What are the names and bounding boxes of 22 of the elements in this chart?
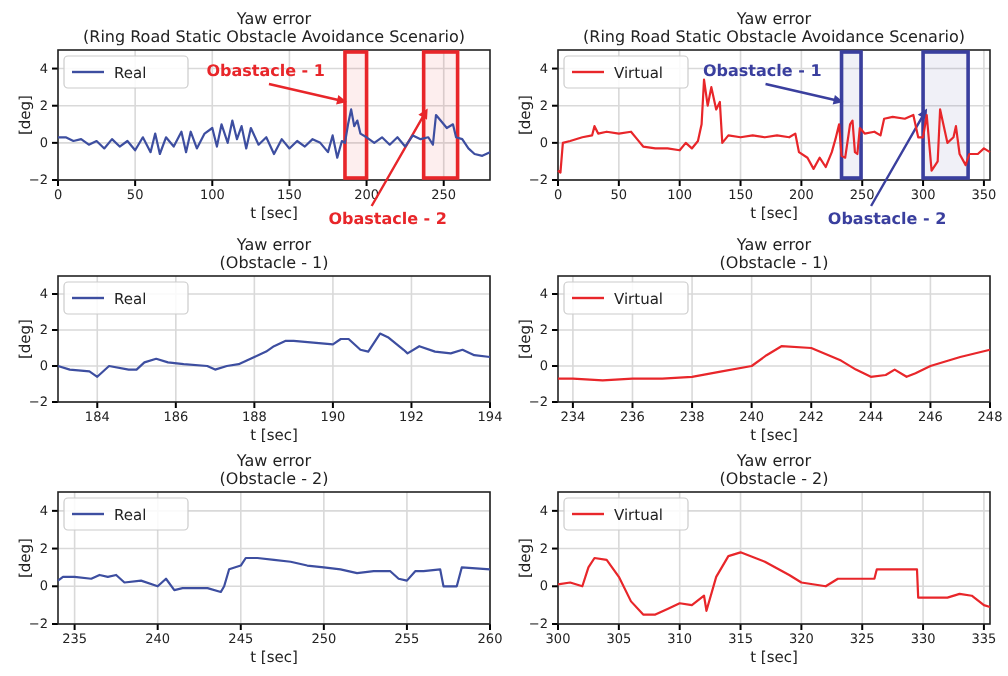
chart-title: Yaw error (234, 10, 313, 28)
chart-title: Yaw error (734, 452, 813, 470)
chart-subtitle: (Ring Road Static Obstacle Avoidance Scenario) (83, 28, 465, 46)
line-series (56, 332, 492, 378)
line-series (556, 551, 992, 616)
line-series (556, 78, 992, 174)
band-label: Obastacle - 2 (827, 210, 947, 228)
band-label: Obastacle - 2 (328, 210, 447, 228)
line-series (556, 345, 992, 382)
band-label: Obastacle - 1 (206, 62, 326, 80)
chart-title: Yaw error (734, 10, 813, 28)
band-label: Obastacle - 1 (702, 62, 823, 80)
chart-subtitle: (Obstacle - 2) (719, 470, 829, 488)
chart-title: Yaw error (734, 236, 813, 254)
line-series (56, 556, 492, 594)
chart-title: Yaw error (234, 452, 313, 470)
line-series (56, 108, 492, 159)
chart-title: Yaw error (234, 236, 313, 254)
chart-subtitle: (Obstacle - 1) (719, 254, 829, 272)
chart-subtitle: (Obstacle - 2) (219, 470, 329, 488)
chart-subtitle: (Obstacle - 1) (219, 254, 329, 272)
chart-subtitle: (Ring Road Static Obstacle Avoidance Scenario) (583, 28, 965, 46)
